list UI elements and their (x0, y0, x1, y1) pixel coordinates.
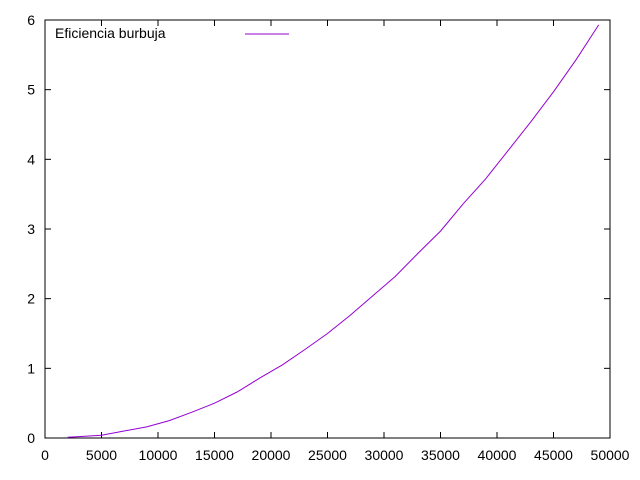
legend-label: Eficiencia burbuja (55, 25, 166, 41)
axis-ticks: 0 5000 10000 15000 20000 25000 30000 35000 40000… (27, 12, 629, 463)
y-tick-label: 1 (27, 360, 35, 376)
y-tick-label: 2 (27, 291, 35, 307)
series-line (67, 24, 600, 438)
x-tick-label: 50000 (591, 447, 630, 463)
plot-frame (44, 19, 611, 439)
y-tick-label: 3 (27, 221, 35, 237)
x-tick-label: 25000 (308, 447, 347, 463)
series-layer (67, 24, 600, 438)
x-tick-label: 0 (41, 447, 49, 463)
x-tick-label: 5000 (86, 447, 117, 463)
x-tick-label: 45000 (534, 447, 573, 463)
x-tick-label: 40000 (478, 447, 517, 463)
x-tick-label: 10000 (139, 447, 178, 463)
x-tick-label: 20000 (252, 447, 291, 463)
x-tick-label: 35000 (421, 447, 460, 463)
y-tick-label: 5 (27, 82, 35, 98)
x-tick-label: 15000 (195, 447, 234, 463)
legend: Eficiencia burbuja (55, 25, 289, 41)
y-tick-label: 4 (27, 151, 35, 167)
y-tick-label: 6 (27, 12, 35, 28)
x-tick-label: 30000 (365, 447, 404, 463)
y-tick-label: 0 (27, 430, 35, 446)
